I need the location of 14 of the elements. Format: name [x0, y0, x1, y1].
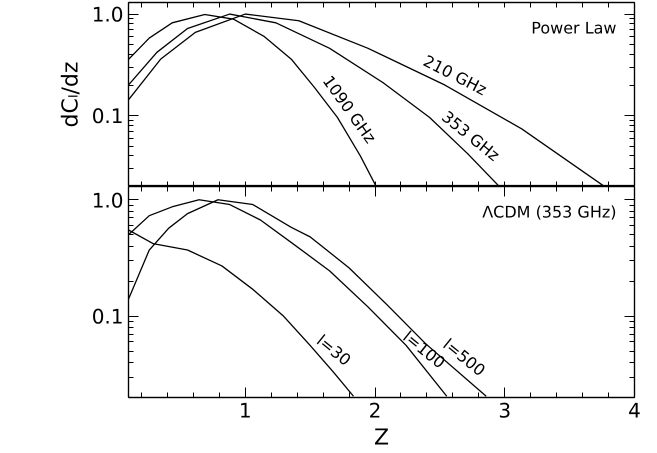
y-tick-label: 1.0 — [92, 188, 124, 212]
x-tick-label: 3 — [498, 398, 512, 422]
annotation: 210 GHz — [420, 51, 490, 100]
y-tick-label: 1.0 — [92, 2, 124, 27]
annotation: Power Law — [531, 18, 616, 38]
annotation: ΛCDM (353 GHz) — [482, 202, 616, 222]
y-axis-title: dCₗ/dz — [58, 62, 84, 128]
y-tick-label: 0.1 — [92, 304, 124, 329]
annotation: 353 GHz — [438, 107, 504, 165]
x-tick-label: 1 — [238, 398, 252, 422]
x-tick-label: 4 — [628, 398, 641, 422]
y-tick-label: 0.1 — [92, 104, 124, 128]
x-tick-label: 2 — [368, 398, 382, 422]
x-axis-title: Z — [374, 426, 390, 450]
